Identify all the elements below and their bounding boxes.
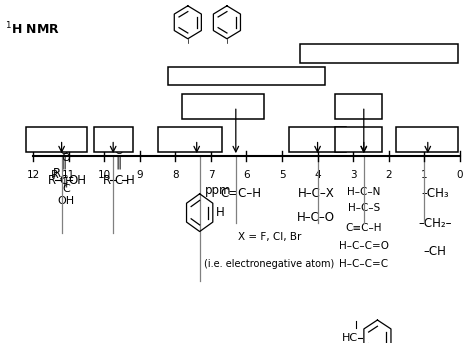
Text: 8: 8 <box>172 170 179 180</box>
Text: 0: 0 <box>456 170 463 180</box>
Text: H: H <box>126 174 135 187</box>
Text: H–C–C=C: H–C–C=C <box>339 259 388 269</box>
Text: NH: NH <box>190 0 208 3</box>
Text: 2: 2 <box>385 170 392 180</box>
Text: 11: 11 <box>62 170 75 180</box>
Text: C: C <box>62 184 70 193</box>
Bar <box>26 127 86 152</box>
Text: H: H <box>216 206 225 219</box>
Text: –CH₂–: –CH₂– <box>418 216 452 229</box>
Text: R: R <box>47 174 55 187</box>
Bar <box>300 44 458 63</box>
Text: ‖: ‖ <box>60 157 66 170</box>
Text: ‖: ‖ <box>63 177 69 187</box>
Text: ‖: ‖ <box>115 157 122 170</box>
Text: R: R <box>102 174 111 187</box>
Text: 6: 6 <box>243 170 250 180</box>
Text: ppm: ppm <box>205 184 231 197</box>
Text: O: O <box>114 146 123 156</box>
Text: C≡C–H: C≡C–H <box>346 223 382 233</box>
Text: C: C <box>59 174 67 187</box>
Text: –CH: –CH <box>423 245 447 258</box>
Text: 7: 7 <box>208 170 214 180</box>
Bar <box>182 94 264 119</box>
Text: X = F, Cl, Br: X = F, Cl, Br <box>238 232 301 241</box>
Bar <box>93 127 133 152</box>
Text: 4: 4 <box>314 170 321 180</box>
Text: H–C–N: H–C–N <box>347 187 381 197</box>
Text: 5: 5 <box>279 170 285 180</box>
Text: R: R <box>51 170 59 180</box>
Text: OH: OH <box>229 0 247 3</box>
Text: O: O <box>62 153 70 163</box>
Text: O: O <box>59 146 68 156</box>
Text: OH: OH <box>57 196 74 205</box>
Bar <box>168 67 325 85</box>
Text: 10: 10 <box>98 170 111 180</box>
Text: –CH₃: –CH₃ <box>421 187 449 200</box>
Text: $^1$H NMR: $^1$H NMR <box>5 21 60 38</box>
Text: (i.e. electronegative atom): (i.e. electronegative atom) <box>204 259 335 269</box>
Bar <box>396 127 458 152</box>
Text: -OH  -NH: -OH -NH <box>351 47 407 60</box>
Text: C=C–H: C=C–H <box>221 187 262 200</box>
Text: HC: HC <box>342 333 358 343</box>
Text: 1: 1 <box>421 170 428 180</box>
Text: H–C–X: H–C–X <box>297 187 334 200</box>
Text: H–C–C=O: H–C–C=O <box>339 241 389 251</box>
Bar <box>336 94 382 119</box>
Text: OH: OH <box>69 174 87 187</box>
Bar <box>289 127 346 152</box>
Text: R: R <box>53 167 61 180</box>
Text: 12: 12 <box>27 170 40 180</box>
Text: H–C–S: H–C–S <box>347 203 380 213</box>
Text: H–C–O: H–C–O <box>297 211 335 224</box>
Bar <box>157 127 221 152</box>
Text: C: C <box>114 174 123 187</box>
Text: 3: 3 <box>350 170 356 180</box>
Text: 9: 9 <box>137 170 143 180</box>
Bar <box>336 127 382 152</box>
